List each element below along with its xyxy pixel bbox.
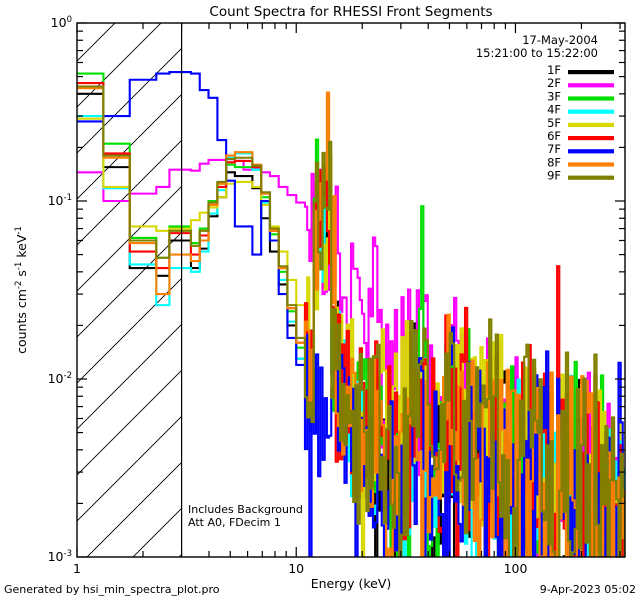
y-tick-label: 100 bbox=[51, 15, 72, 30]
observation-time-range: 15:21:00 to 15:22:00 bbox=[476, 46, 598, 60]
y-tick-exponent: -1 bbox=[64, 193, 72, 203]
annotation-includes-background: Includes Background bbox=[188, 503, 303, 516]
axes-frame bbox=[76, 22, 626, 558]
y-tick-exponent: -3 bbox=[64, 549, 72, 559]
legend-swatch-5f bbox=[568, 122, 614, 127]
x-tick-label: 10 bbox=[288, 561, 304, 576]
legend-label-4f: 4F bbox=[547, 103, 561, 117]
x-axis-label: Energy (keV) bbox=[311, 576, 392, 591]
observation-date: 17-May-2004 bbox=[522, 33, 598, 47]
y-tick-label: 10-1 bbox=[48, 193, 72, 208]
spectra-traces bbox=[77, 71, 625, 557]
y-axis-label: counts cm-2 s-1 keV-1 bbox=[14, 226, 29, 354]
footer-generator: Generated by hsi_min_spectra_plot.pro bbox=[4, 583, 220, 596]
y-tick-mantissa: 10 bbox=[51, 15, 67, 30]
legend-swatch-7f bbox=[568, 149, 614, 154]
footer-timestamp: 9-Apr-2023 05:02 bbox=[540, 583, 636, 596]
legend-label-3f: 3F bbox=[547, 89, 561, 103]
legend-swatch-1f bbox=[568, 70, 614, 75]
y-tick-mantissa: 10 bbox=[48, 193, 64, 208]
x-tick-label: 100 bbox=[504, 561, 528, 576]
legend-swatch-8f bbox=[568, 162, 614, 167]
y-axis-label-main: counts cm bbox=[14, 289, 29, 354]
legend-label-7f: 7F bbox=[547, 142, 561, 156]
legend-label-1f: 1F bbox=[547, 63, 561, 77]
legend-label-8f: 8F bbox=[547, 155, 561, 169]
y-axis-label-sup2: -1 bbox=[14, 262, 24, 270]
y-tick-label: 10-2 bbox=[48, 371, 72, 386]
legend-swatch-2f bbox=[568, 83, 614, 88]
x-tick-label: 1 bbox=[73, 561, 81, 576]
legend-swatch-4f bbox=[568, 109, 614, 114]
y-tick-exponent: -2 bbox=[64, 371, 72, 381]
chart-title: Count Spectra for RHESSI Front Segments bbox=[209, 4, 492, 20]
y-tick-exponent: 0 bbox=[67, 15, 72, 25]
legend-swatch-6f bbox=[568, 136, 614, 141]
svg-text:counts cm-2 s-1 keV-1: counts cm-2 s-1 keV-1 bbox=[14, 226, 29, 354]
y-tick-mantissa: 10 bbox=[48, 371, 64, 386]
legend-label-5f: 5F bbox=[547, 116, 561, 130]
y-tick-label: 10-3 bbox=[48, 549, 72, 564]
legend-label-6f: 6F bbox=[547, 129, 561, 143]
legend-swatch-3f bbox=[568, 96, 614, 101]
y-axis-label-sup3: -1 bbox=[14, 226, 24, 234]
y-tick-mantissa: 10 bbox=[48, 549, 64, 564]
y-axis-label-mid1: s bbox=[14, 270, 29, 281]
legend-swatch-9f bbox=[568, 175, 614, 180]
y-axis-label-mid2: keV bbox=[14, 234, 29, 261]
spectrum-trace-9f bbox=[77, 85, 625, 557]
legend-label-2f: 2F bbox=[547, 76, 561, 90]
annotation-attenuator-state: Att A0, FDecim 1 bbox=[188, 516, 281, 529]
axis-ticks bbox=[76, 22, 625, 558]
legend-label-9f: 9F bbox=[547, 169, 561, 183]
y-axis-label-sup1: -2 bbox=[14, 281, 24, 289]
